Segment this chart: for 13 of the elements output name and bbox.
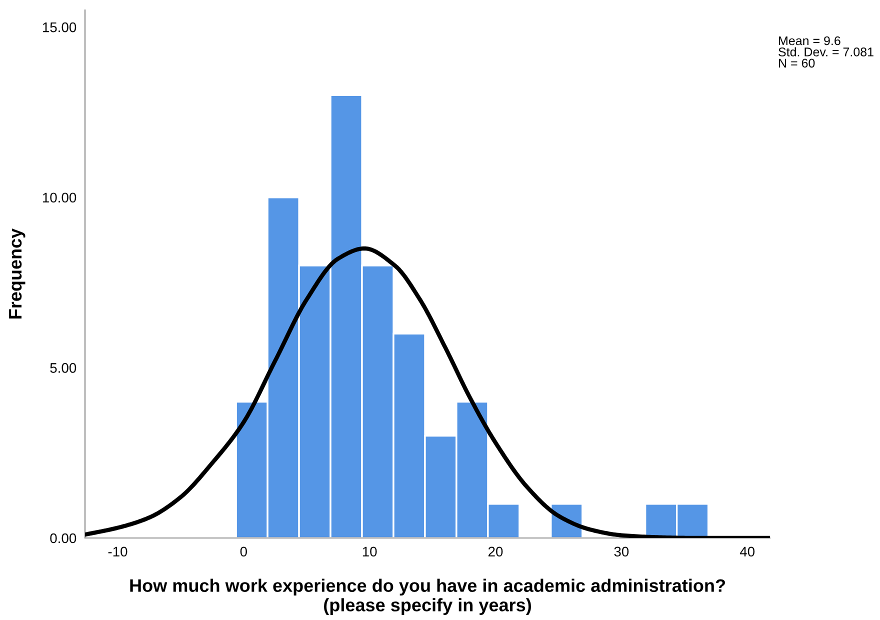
x-axis-title: How much work experience do you have in academic administration? (please specify in years) bbox=[130, 578, 725, 616]
x-tick-label: 40 bbox=[740, 546, 755, 557]
x-tick-label: 30 bbox=[614, 546, 629, 557]
y-tick-label: 15.00 bbox=[42, 22, 76, 32]
text: Mean = 9.6 Std. Dev. = 7.081 N = 60 bbox=[778, 36, 874, 68]
y-tick-label: 5.00 bbox=[50, 363, 76, 373]
x-tick-label: -10 bbox=[108, 546, 128, 557]
x-tick-label: 20 bbox=[488, 546, 503, 557]
x-tick-label: 0 bbox=[240, 546, 247, 557]
x-tick-label: 10 bbox=[362, 546, 377, 557]
y-tick-label: 0.00 bbox=[50, 533, 76, 544]
y-axis-title: Frequency bbox=[9, 228, 26, 318]
y-tick-label: 10.00 bbox=[42, 192, 76, 203]
